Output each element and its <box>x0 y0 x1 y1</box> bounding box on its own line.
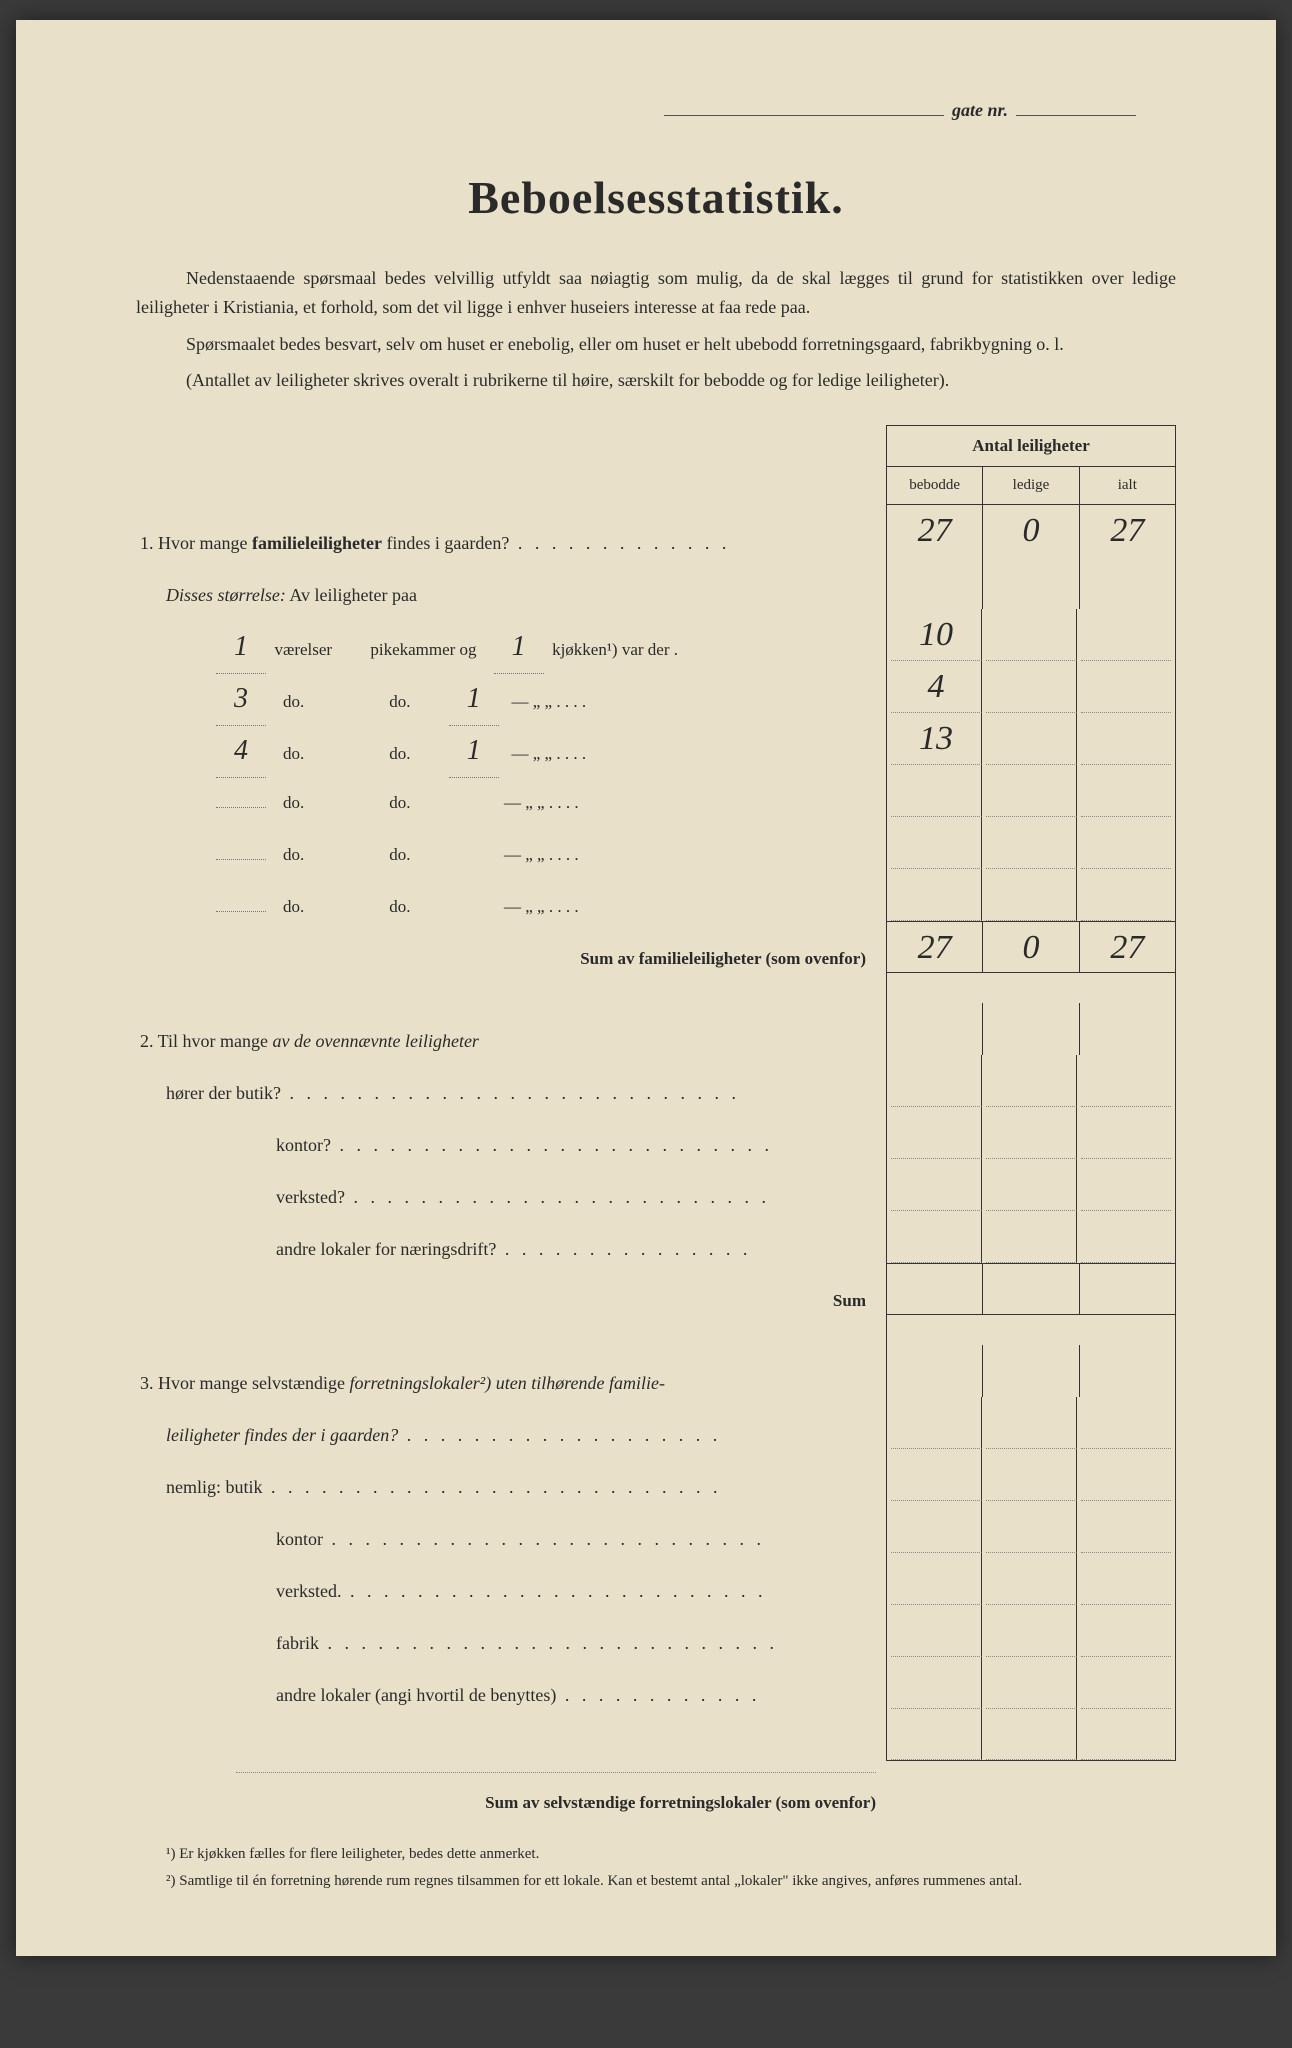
question-1: 1. Hvor mange familieleiligheter findes … <box>136 517 876 569</box>
right-spacer-2 <box>886 1315 1176 1345</box>
q3-item-2: verksted. . . . . . . . . . . . . . . . … <box>136 1565 876 1617</box>
q3-item-3: fabrik . . . . . . . . . . . . . . . . .… <box>136 1617 876 1669</box>
questions-column: 1. Hvor mange familieleiligheter findes … <box>136 425 886 1773</box>
q1-sum-ialt: 27 <box>1080 922 1175 972</box>
q2-sum-row <box>886 1263 1176 1315</box>
intro-p2: Spørsmaalet bedes besvart, selv om huset… <box>136 330 1176 359</box>
q3-sum-label: Sum av selvstændige forretningslokaler (… <box>136 1793 1176 1813</box>
q2-data-1 <box>886 1055 1176 1107</box>
q3-item-1: kontor . . . . . . . . . . . . . . . . .… <box>136 1513 876 1565</box>
intro-p1: Nedenstaaende spørsmaal bedes velvillig … <box>136 264 1176 322</box>
q3-blank-line <box>236 1721 876 1773</box>
q3-item-4: andre lokaler (angi hvortil de benyttes)… <box>136 1669 876 1721</box>
question-3-line2: leiligheter findes der i gaarden? . . . … <box>136 1409 876 1461</box>
q2-data-4 <box>886 1211 1176 1263</box>
q2-item-3: verksted? . . . . . . . . . . . . . . . … <box>136 1171 876 1223</box>
q1-sum-bebodde: 27 <box>887 922 983 972</box>
intro-p3: (Antallet av leiligheter skrives overalt… <box>136 366 1176 395</box>
q2-data-3 <box>886 1159 1176 1211</box>
size-data-6 <box>886 869 1176 921</box>
q3-data-6 <box>886 1709 1176 1761</box>
q3-data-4 <box>886 1605 1176 1657</box>
gate-label: gate nr. <box>952 100 1008 120</box>
size-row-2: 3 do. do. 1 — „ „ . . . . <box>136 673 876 725</box>
q1-ledige: 0 <box>983 505 1079 557</box>
size-row-4: do. do. — „ „ . . . . <box>136 777 876 829</box>
question-2: 2. Til hvor mange av de ovennævnte leili… <box>136 1015 876 1067</box>
q3-data-3 <box>886 1553 1176 1605</box>
question-3-line1: 3. Hvor mange selvstændige forretningslo… <box>136 1357 876 1409</box>
size-data-2: 4 <box>886 661 1176 713</box>
q2-data-2 <box>886 1107 1176 1159</box>
th-ialt: ialt <box>1080 467 1175 504</box>
q1-sum-ledige: 0 <box>983 922 1079 972</box>
q2-item-2: kontor? . . . . . . . . . . . . . . . . … <box>136 1119 876 1171</box>
document-title: Beboelsesstatistik. <box>136 171 1176 224</box>
right-spacer <box>886 973 1176 1003</box>
main-content: 1. Hvor mange familieleiligheter findes … <box>136 425 1176 1773</box>
q1-ialt: 27 <box>1080 505 1175 557</box>
q2-item-4: andre lokaler for næringsdrift? . . . . … <box>136 1223 876 1275</box>
size-data-4 <box>886 765 1176 817</box>
table-header: Antal leiligheter bebodde ledige ialt <box>886 425 1176 505</box>
q1-sum-label: Sum av familieleiligheter (som ovenfor) <box>136 933 876 985</box>
q3-data-5 <box>886 1657 1176 1709</box>
th-bebodde: bebodde <box>887 467 983 504</box>
q3-data-2 <box>886 1501 1176 1553</box>
th-ledige: ledige <box>983 467 1079 504</box>
q1-sum-row: 27 0 27 <box>886 921 1176 973</box>
size-row-5: do. do. — „ „ . . . . <box>136 829 876 881</box>
th-top: Antal leiligheter <box>887 426 1175 467</box>
q2-item-1: hører der butik? . . . . . . . . . . . .… <box>136 1067 876 1119</box>
size-row-1: 1 værelser pikekammer og 1 kjøkken¹) var… <box>136 621 876 673</box>
q2-spacer <box>886 1003 1176 1055</box>
footnote-1: ¹) Er kjøkken fælles for flere leilighet… <box>136 1843 1176 1866</box>
size-data-3: 13 <box>886 713 1176 765</box>
q2-sum-label: Sum <box>136 1275 876 1327</box>
q1-bebodde: 27 <box>887 505 983 557</box>
footnotes: ¹) Er kjøkken fælles for flere leilighet… <box>136 1843 1176 1892</box>
q3-nemlig: nemlig: butik . . . . . . . . . . . . . … <box>136 1461 876 1513</box>
q1-disses: Disses størrelse: Av leiligheter paa <box>136 569 876 621</box>
spacer-row <box>886 557 1176 609</box>
size-row-3: 4 do. do. 1 — „ „ . . . . <box>136 725 876 777</box>
q3-data-1 <box>886 1449 1176 1501</box>
size-row-6: do. do. — „ „ . . . . <box>136 881 876 933</box>
q3-data-0 <box>886 1397 1176 1449</box>
size-data-5 <box>886 817 1176 869</box>
q3-spacer <box>886 1345 1176 1397</box>
data-column: Antal leiligheter bebodde ledige ialt 27… <box>886 425 1176 1773</box>
header-gate-nr: gate nr. <box>136 100 1176 121</box>
footnote-2: ²) Samtlige til én forretning hørende ru… <box>136 1870 1176 1893</box>
size-data-1: 10 <box>886 609 1176 661</box>
document-page: gate nr. Beboelsesstatistik. Nedenstaaen… <box>16 20 1276 1956</box>
q1-data-row: 27 0 27 <box>886 505 1176 557</box>
